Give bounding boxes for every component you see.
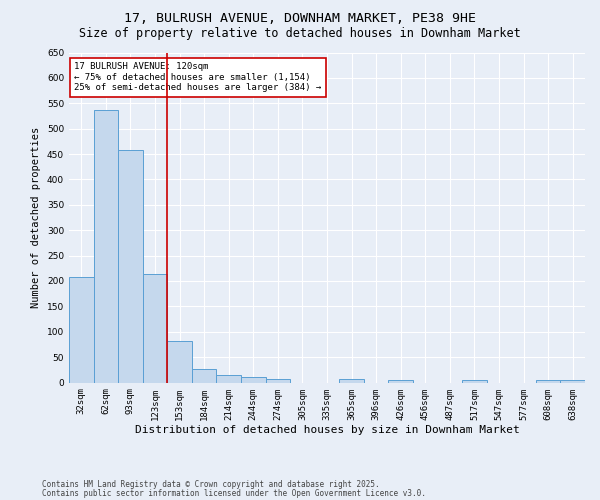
Bar (69, 278, 94, 382)
Bar (462, 380, 487, 382)
Bar (118, 150, 143, 382)
Bar (241, 377, 266, 382)
Bar (560, 380, 585, 382)
Y-axis label: Number of detached properties: Number of detached properties (31, 127, 41, 308)
Bar (266, 380, 290, 382)
Bar (143, 274, 167, 382)
Bar (339, 379, 364, 382)
Text: 17, BULRUSH AVENUE, DOWNHAM MARKET, PE38 9HE: 17, BULRUSH AVENUE, DOWNHAM MARKET, PE38… (124, 12, 476, 26)
Bar (536, 380, 560, 382)
Bar (388, 380, 413, 382)
Bar (94, 110, 118, 382)
Text: Contains HM Land Registry data © Crown copyright and database right 2025.: Contains HM Land Registry data © Crown c… (42, 480, 380, 489)
Text: Contains public sector information licensed under the Open Government Licence v3: Contains public sector information licen… (42, 489, 426, 498)
Text: Size of property relative to detached houses in Downham Market: Size of property relative to detached ho… (79, 28, 521, 40)
Bar (192, 370, 217, 382)
Bar (167, 342, 192, 382)
X-axis label: Distribution of detached houses by size in Downham Market: Distribution of detached houses by size … (134, 425, 520, 435)
Bar (217, 375, 241, 382)
Text: 17 BULRUSH AVENUE: 120sqm
← 75% of detached houses are smaller (1,154)
25% of se: 17 BULRUSH AVENUE: 120sqm ← 75% of detac… (74, 62, 322, 92)
